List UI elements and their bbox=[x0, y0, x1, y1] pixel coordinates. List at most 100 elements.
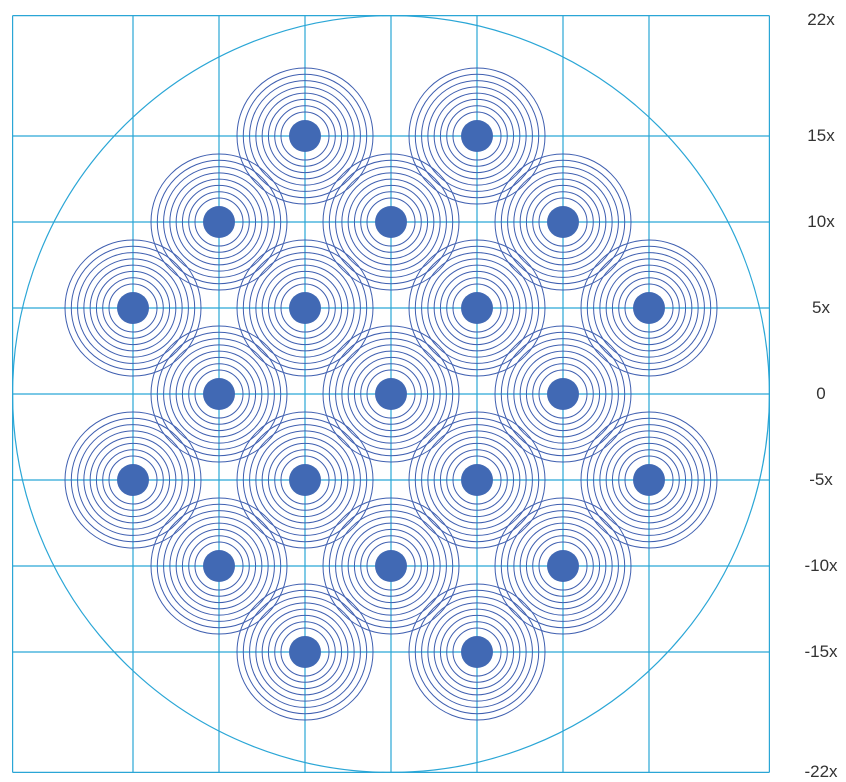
spot-ring bbox=[95, 442, 171, 518]
spot-ring bbox=[77, 252, 189, 364]
y-tick-label: 5x bbox=[812, 298, 830, 317]
spot-ring bbox=[532, 535, 594, 597]
spot-ring bbox=[108, 455, 158, 505]
spot bbox=[461, 120, 493, 152]
spot-ring bbox=[175, 350, 263, 438]
spot-ring bbox=[353, 528, 429, 604]
spot-ring bbox=[427, 86, 527, 186]
spot bbox=[633, 464, 665, 496]
y-tick-label: 15x bbox=[807, 126, 835, 145]
spot-ring bbox=[274, 105, 336, 167]
spot-ring bbox=[538, 541, 588, 591]
spot-ring bbox=[95, 270, 171, 346]
spot-ring bbox=[267, 442, 343, 518]
spot-ring bbox=[150, 153, 288, 291]
spot-ring bbox=[267, 614, 343, 690]
rings-layer bbox=[64, 67, 718, 721]
spot-ring bbox=[433, 436, 521, 524]
spot-ring bbox=[532, 363, 594, 425]
spot-ring bbox=[446, 621, 508, 683]
spot-rings bbox=[494, 497, 632, 635]
spot-ring bbox=[194, 541, 244, 591]
spot-ring bbox=[64, 411, 202, 549]
spot-rings bbox=[322, 497, 460, 635]
y-tick-label: 0 bbox=[816, 384, 826, 403]
spot-ring bbox=[249, 424, 361, 536]
spot-ring bbox=[624, 283, 674, 333]
spot-ring bbox=[452, 283, 502, 333]
spot-rings bbox=[322, 325, 460, 463]
spot-ring bbox=[507, 338, 619, 450]
spot-ring bbox=[267, 98, 343, 174]
spot-rings bbox=[64, 239, 202, 377]
spot-ring bbox=[347, 522, 435, 610]
spot-ring bbox=[366, 541, 416, 591]
spot-ring bbox=[347, 350, 435, 438]
spot-ring bbox=[427, 258, 527, 358]
spot-ring bbox=[421, 424, 533, 536]
spot-ring bbox=[408, 411, 546, 549]
spot-ring bbox=[360, 363, 422, 425]
spot bbox=[289, 464, 321, 496]
spot bbox=[203, 550, 235, 582]
spot-ring bbox=[586, 245, 712, 371]
spot-ring bbox=[175, 178, 263, 266]
spot-ring bbox=[236, 583, 374, 721]
spot-ring bbox=[188, 363, 250, 425]
spot-ring bbox=[624, 455, 674, 505]
spot-ring bbox=[439, 98, 515, 174]
spot-ring bbox=[249, 252, 361, 364]
spot-ring bbox=[525, 356, 601, 432]
spot-ring bbox=[83, 430, 183, 530]
spot-ring bbox=[102, 277, 164, 339]
spot-ring bbox=[538, 197, 588, 247]
spot-ring bbox=[181, 356, 257, 432]
spot-ring bbox=[580, 239, 718, 377]
y-tick-label: -5x bbox=[809, 470, 833, 489]
spot-ring bbox=[494, 325, 632, 463]
spot-ring bbox=[261, 608, 349, 696]
spot-rings bbox=[408, 583, 546, 721]
spot-rings bbox=[236, 411, 374, 549]
spot-ring bbox=[414, 73, 540, 199]
spot-ring bbox=[360, 191, 422, 253]
spot-ring bbox=[421, 596, 533, 708]
y-tick-label: 22x bbox=[807, 10, 835, 29]
spot-ring bbox=[242, 589, 368, 715]
spot-ring bbox=[102, 449, 164, 511]
spot-ring bbox=[439, 442, 515, 518]
spot-ring bbox=[605, 264, 693, 352]
spot-ring bbox=[599, 258, 699, 358]
y-tick-label: -10x bbox=[804, 556, 838, 575]
spot-ring bbox=[77, 424, 189, 536]
spot-ring bbox=[421, 80, 533, 192]
spot bbox=[375, 550, 407, 582]
spot-ring bbox=[446, 449, 508, 511]
spot-rings bbox=[150, 325, 288, 463]
spot-ring bbox=[494, 497, 632, 635]
spot-ring bbox=[261, 436, 349, 524]
spot-ring bbox=[236, 239, 374, 377]
spot-ring bbox=[70, 417, 196, 543]
spot-ring bbox=[322, 497, 460, 635]
spot-ring bbox=[156, 331, 282, 457]
spot-ring bbox=[280, 111, 330, 161]
spot-ring bbox=[500, 159, 626, 285]
spot-ring bbox=[89, 436, 177, 524]
spot-ring bbox=[181, 184, 257, 260]
spot-ring bbox=[89, 264, 177, 352]
spot-ring bbox=[360, 535, 422, 597]
spot-ring bbox=[236, 67, 374, 205]
spot-rings bbox=[236, 583, 374, 721]
spot-ring bbox=[181, 528, 257, 604]
spot-ring bbox=[242, 73, 368, 199]
spot-ring bbox=[280, 455, 330, 505]
spot-ring bbox=[280, 627, 330, 677]
spot-ring bbox=[255, 86, 355, 186]
spot-rings bbox=[322, 153, 460, 291]
spot-rings bbox=[408, 67, 546, 205]
spot-ring bbox=[446, 277, 508, 339]
spot-ring bbox=[274, 449, 336, 511]
spot-ring bbox=[500, 503, 626, 629]
spot-rings bbox=[150, 497, 288, 635]
